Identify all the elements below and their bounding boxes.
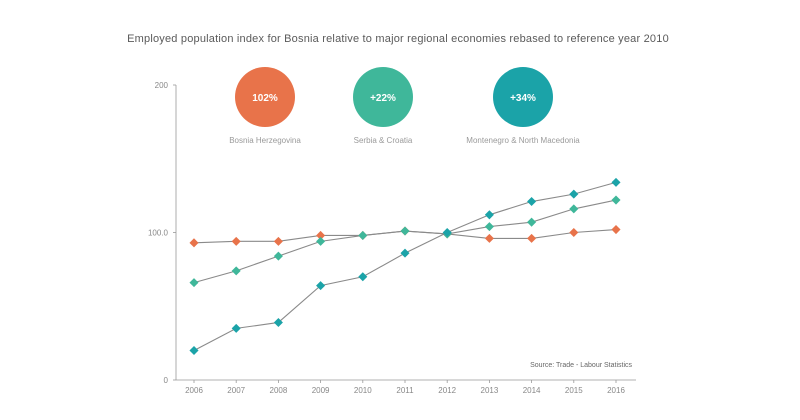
data-point (527, 233, 537, 243)
data-point (611, 195, 621, 205)
data-point (484, 210, 494, 220)
x-tick-label: 2015 (565, 386, 583, 395)
data-point (400, 248, 410, 258)
legend: 102% Bosnia Herzegovina +22% Serbia & Croat… (229, 67, 580, 145)
x-tick-label: 2007 (227, 386, 245, 395)
y-tick-label: 0 (164, 376, 169, 385)
x-tick-label: 2009 (312, 386, 330, 395)
legend-bubble-value: 102% (252, 93, 278, 104)
data-point (273, 236, 283, 246)
legend-bubble (493, 67, 553, 127)
x-tick-label: 2012 (438, 386, 456, 395)
data-point (442, 227, 452, 238)
data-point (316, 236, 326, 246)
series-group (189, 177, 621, 356)
data-point (189, 278, 199, 288)
data-point (231, 323, 241, 333)
x-tick-label: 2010 (354, 386, 372, 395)
data-point (189, 345, 199, 356)
series-3 (189, 177, 621, 356)
chart-title: Employed population index for Bosnia rel… (127, 33, 669, 45)
source-note: Source: Trade - Labour Statistics (530, 362, 632, 369)
x-tick-label: 2006 (185, 386, 203, 395)
legend-bubble-value: +34% (510, 93, 536, 104)
legend-label: Montenegro & North Macedonia (466, 136, 580, 145)
data-point (484, 233, 494, 243)
data-point (358, 272, 368, 282)
data-point (527, 196, 537, 207)
legend-item: 102% Bosnia Herzegovina (229, 67, 301, 145)
x-tick-label: 2016 (607, 386, 625, 395)
data-point (611, 225, 621, 235)
data-point (400, 226, 410, 236)
data-point (527, 217, 537, 227)
x-tick-label: 2011 (396, 386, 414, 395)
legend-item: +34% Montenegro & North Macedonia (466, 67, 580, 145)
legend-label: Bosnia Herzegovina (229, 136, 301, 145)
x-tick-label: 2008 (270, 386, 288, 395)
data-point (231, 266, 241, 276)
data-point (569, 227, 579, 238)
series-line (193, 181, 617, 351)
data-point (358, 230, 368, 240)
legend-bubble (353, 67, 413, 127)
x-tick-label: 2013 (481, 386, 499, 395)
legend-label: Serbia & Croatia (354, 136, 413, 145)
data-point (189, 238, 199, 248)
data-point (231, 236, 241, 246)
x-tick-label: 2014 (523, 386, 541, 395)
data-point (569, 204, 579, 214)
y-tick-label: 100.0 (148, 229, 169, 238)
data-point (273, 251, 283, 261)
legend-item: +22% Serbia & Croatia (353, 67, 413, 145)
data-point (611, 177, 621, 187)
legend-bubble (235, 67, 295, 127)
data-point (484, 222, 494, 232)
y-tick-label: 200 (155, 81, 169, 90)
legend-bubble-value: +22% (370, 93, 396, 104)
axes: 0 100.0 200 2006 2007 2008 2009 2010 2011 2012 201… (148, 81, 636, 395)
data-point (569, 189, 579, 199)
